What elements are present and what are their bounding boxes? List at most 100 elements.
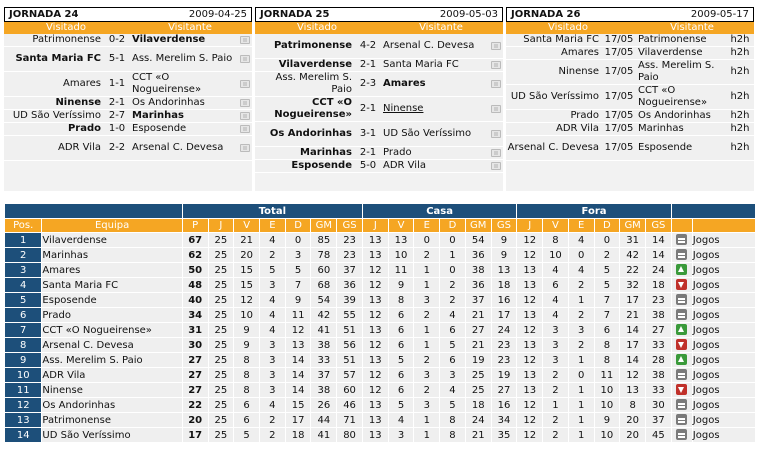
match-away-team[interactable]: Ass. Merelim S. Paio [132, 53, 233, 64]
match-home-team[interactable]: UD São Veríssimo [510, 91, 599, 102]
team-name-cell[interactable]: ADR Vila [41, 367, 183, 383]
team-name-cell[interactable]: Santa Maria FC [41, 277, 183, 293]
team-name-cell[interactable]: Ninense [41, 382, 183, 398]
tv-icon-wrap[interactable] [489, 42, 503, 50]
match-home-team[interactable]: Marinhas [300, 147, 352, 158]
tv-icon-wrap[interactable] [238, 80, 252, 88]
team-name-cell[interactable]: UD São Veríssimo [41, 427, 183, 443]
team-name-cell[interactable]: Prado [41, 307, 183, 323]
h2h-link[interactable]: h2h [730, 123, 750, 134]
match-score[interactable]: 17/05 [604, 142, 634, 153]
match-home-team[interactable]: Os Andorinhas [269, 128, 352, 139]
jogos-link[interactable]: Jogos [691, 427, 757, 443]
match-score[interactable]: 4-2 [359, 40, 377, 51]
match-score[interactable]: 2-1 [108, 97, 126, 108]
match-score[interactable]: 1-0 [108, 123, 126, 134]
match-away-team[interactable]: Os Andorinhas [638, 110, 711, 121]
jogos-link[interactable]: Jogos [691, 292, 757, 308]
match-score[interactable]: 1-1 [108, 78, 126, 89]
match-score[interactable]: 17/05 [604, 123, 634, 134]
tv-icon-wrap[interactable] [489, 61, 503, 69]
jogos-link[interactable]: Jogos [691, 232, 757, 248]
h2h-link[interactable]: h2h [730, 142, 750, 153]
match-home-team[interactable]: Patrimonense [274, 40, 352, 51]
tv-icon-wrap[interactable] [238, 36, 252, 44]
match-score[interactable]: 17/05 [604, 110, 634, 121]
jogos-link[interactable]: Jogos [691, 412, 757, 428]
h2h-link[interactable]: h2h [730, 91, 750, 102]
h2h-link[interactable]: h2h [730, 110, 750, 121]
match-score[interactable]: 2-7 [108, 110, 126, 121]
match-away-team[interactable]: Prado [383, 147, 412, 158]
team-name-cell[interactable]: Os Andorinhas [41, 397, 183, 413]
match-away-team[interactable]: CCT «O Nogueirense» [132, 72, 202, 95]
tv-icon-wrap[interactable] [238, 99, 252, 107]
match-away-team[interactable]: Os Andorinhas [132, 97, 205, 108]
tv-icon-wrap[interactable] [238, 112, 252, 120]
match-away-team[interactable]: Marinhas [638, 123, 684, 134]
match-away-team[interactable]: Amares [383, 78, 426, 89]
jogos-link[interactable]: Jogos [691, 367, 757, 383]
team-name-cell[interactable]: Esposende [41, 292, 183, 308]
match-home-team[interactable]: Esposende [291, 160, 352, 171]
match-away-team[interactable]: Ass. Merelim S. Paio [638, 60, 715, 83]
match-home-team[interactable]: Ninense [558, 66, 599, 77]
match-away-team[interactable]: Marinhas [132, 110, 184, 121]
match-home-team[interactable]: Santa Maria FC [523, 34, 599, 45]
match-away-team[interactable]: ADR Vila [383, 160, 426, 171]
match-away-team[interactable]: Arsenal C. Devesa [383, 40, 475, 51]
jogos-link[interactable]: Jogos [691, 397, 757, 413]
match-score[interactable]: 5-1 [108, 53, 126, 64]
match-away-team[interactable]: Patrimonense [638, 34, 707, 45]
tv-icon-wrap[interactable] [238, 144, 252, 152]
match-score[interactable]: 2-1 [359, 59, 377, 70]
tv-icon-wrap[interactable] [238, 55, 252, 63]
team-name-cell[interactable]: Vilaverdense [41, 232, 183, 248]
match-score[interactable]: 2-2 [108, 142, 126, 153]
team-name-cell[interactable]: CCT «O Nogueirense» [41, 322, 183, 338]
jogos-link[interactable]: Jogos [691, 277, 757, 293]
tv-icon-wrap[interactable] [238, 125, 252, 133]
match-score[interactable]: 17/05 [604, 47, 634, 58]
jogos-link[interactable]: Jogos [691, 262, 757, 278]
jogos-link[interactable]: Jogos [691, 382, 757, 398]
match-away-team[interactable]: UD São Veríssimo [383, 128, 472, 139]
match-score[interactable]: 17/05 [604, 66, 634, 77]
match-home-team[interactable]: ADR Vila [556, 123, 599, 134]
match-home-team[interactable]: Ninense [55, 97, 101, 108]
jogos-link[interactable]: Jogos [691, 307, 757, 323]
match-home-team[interactable]: UD São Veríssimo [12, 110, 101, 121]
match-score[interactable]: 2-1 [359, 147, 377, 158]
match-away-team[interactable]: Vilaverdense [638, 47, 703, 58]
tv-icon-wrap[interactable] [489, 162, 503, 170]
match-score[interactable]: 5-0 [359, 160, 377, 171]
match-away-team[interactable]: Esposende [132, 123, 187, 134]
match-home-team[interactable]: ADR Vila [58, 142, 101, 153]
match-away-team[interactable]: Esposende [638, 142, 693, 153]
match-score[interactable]: 2-1 [359, 103, 377, 114]
match-home-team[interactable]: Patrimonense [32, 34, 101, 45]
match-away-team[interactable]: Arsenal C. Devesa [132, 142, 224, 153]
tv-icon-wrap[interactable] [489, 80, 503, 88]
match-away-team[interactable]: CCT «O Nogueirense» [638, 85, 708, 108]
h2h-link[interactable]: h2h [730, 34, 750, 45]
team-name-cell[interactable]: Arsenal C. Devesa [41, 337, 183, 353]
match-score[interactable]: 17/05 [604, 91, 634, 102]
match-score[interactable]: 3-1 [359, 128, 377, 139]
match-away-team[interactable]: Santa Maria FC [383, 59, 459, 70]
team-name-cell[interactable]: Marinhas [41, 247, 183, 263]
match-home-team[interactable]: Prado [570, 110, 599, 121]
jogos-link[interactable]: Jogos [691, 247, 757, 263]
match-score[interactable]: 17/05 [604, 34, 634, 45]
jogos-link[interactable]: Jogos [691, 352, 757, 368]
match-home-team[interactable]: CCT «O Nogueirense» [274, 97, 352, 120]
match-home-team[interactable]: Vilaverdense [278, 59, 352, 70]
team-name-cell[interactable]: Amares [41, 262, 183, 278]
match-home-team[interactable]: Arsenal C. Devesa [507, 142, 599, 153]
match-score[interactable]: 0-2 [108, 34, 126, 45]
match-home-team[interactable]: Amares [561, 47, 599, 58]
team-name-cell[interactable]: Patrimonense [41, 412, 183, 428]
match-away-team[interactable]: Vilaverdense [132, 34, 206, 45]
match-home-team[interactable]: Prado [67, 123, 101, 134]
tv-icon-wrap[interactable] [489, 105, 503, 113]
